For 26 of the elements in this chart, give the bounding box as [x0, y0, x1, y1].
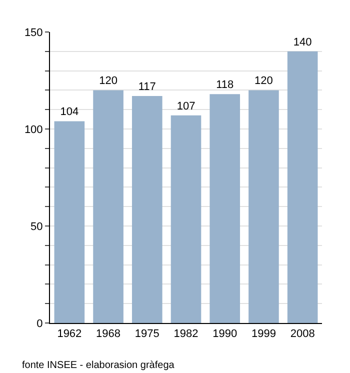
data-label: 120	[99, 75, 118, 88]
x-tick-label: 2008	[290, 328, 315, 340]
bar	[132, 96, 162, 323]
y-tick-label: 0	[36, 318, 43, 330]
data-label: 118	[216, 79, 234, 92]
bar	[287, 51, 318, 323]
source-note: fonte INSEE - elaborasion gràfega	[22, 360, 175, 371]
data-label: 117	[138, 81, 156, 94]
y-tick-label: 150	[24, 26, 43, 39]
data-label: 107	[176, 100, 196, 112]
bar	[210, 94, 240, 323]
x-tick-label: 1968	[96, 328, 121, 340]
y-tick-label: 100	[24, 124, 43, 136]
x-tick-label: 1999	[251, 328, 276, 340]
bar	[93, 90, 124, 323]
y-tick-label: 50	[30, 220, 43, 233]
data-label: 120	[254, 75, 273, 88]
x-tick-label: 1975	[134, 328, 160, 340]
x-tick-label: 1990	[212, 328, 238, 340]
data-label: 104	[60, 106, 79, 118]
bar	[248, 90, 279, 323]
data-label: 140	[293, 36, 312, 48]
x-tick-label: 1962	[57, 328, 82, 340]
bar	[170, 115, 202, 323]
x-tick-label: 1982	[174, 328, 198, 340]
bar	[54, 121, 85, 323]
